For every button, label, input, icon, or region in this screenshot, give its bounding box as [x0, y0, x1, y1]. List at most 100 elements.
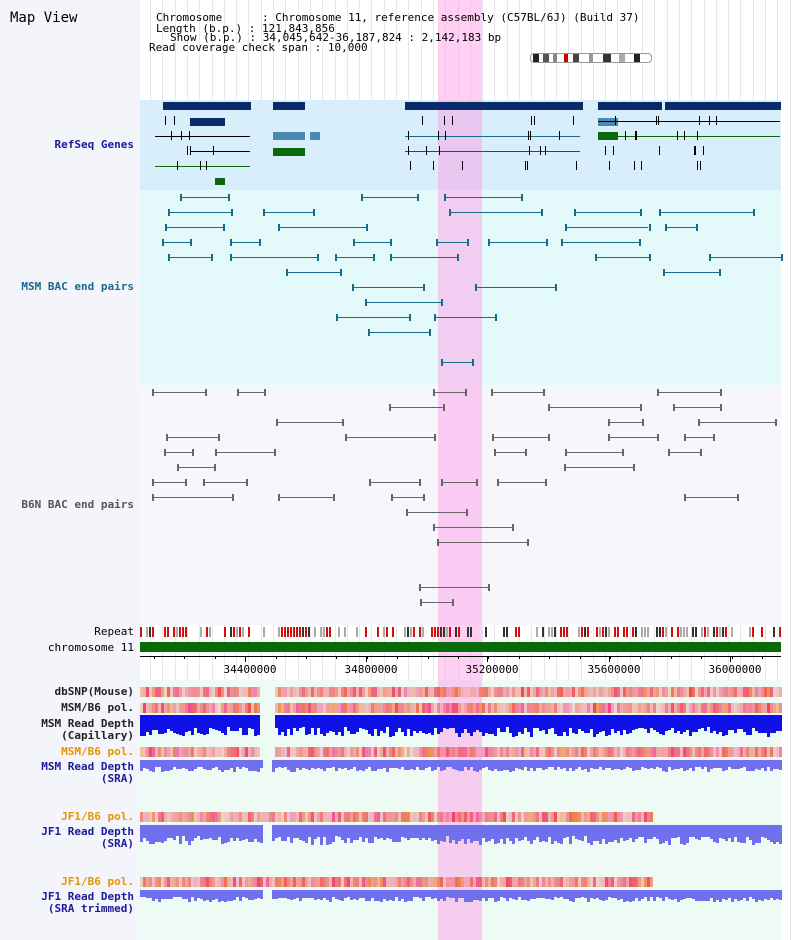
- pol-cell: [392, 747, 395, 757]
- pol-cell: [638, 877, 641, 887]
- pol-cell: [215, 703, 218, 713]
- depth-bar: [464, 825, 467, 844]
- depth-bar: [593, 760, 596, 769]
- repeat-track[interactable]: [140, 627, 781, 637]
- depth-bar: [275, 825, 278, 838]
- depth-bar: [776, 715, 779, 731]
- bac-end: [497, 479, 500, 486]
- pol-cell: [350, 812, 353, 822]
- pol-cell: [371, 703, 374, 713]
- pol-cell: [203, 812, 206, 822]
- depth-bar: [254, 715, 257, 736]
- bac-end: [698, 419, 701, 426]
- depth-bar: [323, 825, 326, 837]
- bac-pair: [420, 602, 452, 603]
- chromosome-ideogram[interactable]: [530, 53, 652, 63]
- pol-cell: [386, 812, 389, 822]
- depth-bar: [197, 890, 200, 898]
- pol-cell: [374, 877, 377, 887]
- depth-bar: [692, 890, 695, 899]
- depth-bar: [179, 715, 182, 735]
- depth-bar: [752, 825, 755, 845]
- repeat-mark: [656, 627, 658, 637]
- repeat-mark: [596, 627, 598, 637]
- depth-bar: [299, 715, 302, 728]
- pol-cell: [323, 812, 326, 822]
- depth-bar: [623, 760, 626, 769]
- pol-cell: [299, 687, 302, 697]
- depth-bar: [176, 825, 179, 836]
- depth-bar: [350, 890, 353, 900]
- exon: [635, 131, 637, 140]
- pol-cell: [419, 703, 422, 713]
- pol-cell: [284, 747, 287, 757]
- pol-cell: [593, 877, 596, 887]
- depth-bar: [605, 760, 608, 768]
- pol-cell: [245, 687, 248, 697]
- pol-cell: [767, 687, 770, 697]
- bac-end: [167, 209, 170, 216]
- exon: [677, 131, 679, 140]
- depth-bar: [746, 890, 749, 901]
- pol-cell: [152, 687, 155, 697]
- depth-bar: [308, 825, 311, 837]
- pol-cell: [479, 877, 482, 887]
- pol-cell: [554, 812, 557, 822]
- depth-bar: [503, 825, 506, 844]
- depth-bar: [758, 760, 761, 770]
- axis-minor-tick: [184, 656, 186, 659]
- depth-bar: [317, 760, 320, 768]
- depth-bar: [359, 715, 362, 728]
- depth-bar: [629, 890, 632, 902]
- pol-cell: [398, 877, 401, 887]
- depth-bar: [206, 760, 209, 770]
- pol-cell: [236, 687, 239, 697]
- bac-end: [573, 209, 576, 216]
- pol-cell: [278, 812, 281, 822]
- depth-bar: [410, 760, 413, 769]
- bac-end: [213, 464, 216, 471]
- exon: [437, 131, 439, 140]
- repeat-mark: [308, 627, 310, 637]
- pol-cell: [167, 877, 170, 887]
- pol-cell: [743, 703, 746, 713]
- repeat-mark: [599, 627, 601, 637]
- pol-cell: [173, 877, 176, 887]
- bac-end: [543, 389, 546, 396]
- pol-cell: [317, 703, 320, 713]
- depth-bar: [434, 825, 437, 840]
- pol-cell: [455, 812, 458, 822]
- pol-cell: [710, 747, 713, 757]
- bac-end: [429, 329, 432, 336]
- depth-bar: [626, 760, 629, 767]
- pol-cell: [359, 687, 362, 697]
- repeat-mark: [434, 627, 436, 637]
- bac-end: [662, 269, 665, 276]
- pol-cell: [560, 687, 563, 697]
- pol-cell: [626, 812, 629, 822]
- pol-cell: [392, 812, 395, 822]
- depth-bar: [242, 825, 245, 840]
- exon: [699, 161, 701, 170]
- depth-bar: [497, 760, 500, 771]
- pol-cell: [314, 812, 317, 822]
- pol-cell: [620, 687, 623, 697]
- bac-end: [665, 224, 668, 231]
- jf1-b6-pol2-label: JF1/B6 pol.: [61, 875, 134, 888]
- pol-cell: [254, 747, 257, 757]
- depth-bar: [386, 890, 389, 901]
- pol-cell: [152, 747, 155, 757]
- depth-bar: [302, 825, 305, 841]
- pol-cell: [275, 747, 278, 757]
- pol-cell: [173, 703, 176, 713]
- depth-bar: [353, 890, 356, 899]
- pol-cell: [659, 687, 662, 697]
- repeat-mark: [248, 627, 250, 637]
- pol-cell: [482, 812, 485, 822]
- pol-cell: [755, 703, 758, 713]
- depth-bar: [590, 890, 593, 898]
- chromosome-bar[interactable]: [140, 642, 781, 652]
- pol-cell: [761, 687, 764, 697]
- pol-cell: [365, 687, 368, 697]
- selected-region-highlight[interactable]: [438, 0, 482, 940]
